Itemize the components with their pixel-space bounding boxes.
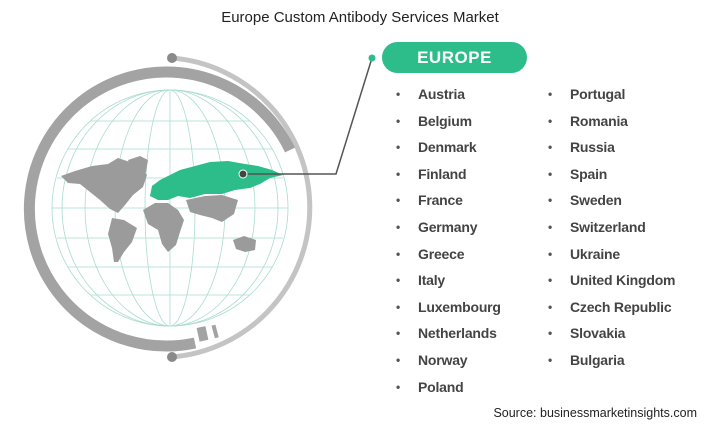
outer-light-arc	[171, 55, 313, 360]
country-list-right: Portugal Romania Russia Spain Sweden Swi…	[548, 84, 675, 377]
list-item: Poland	[396, 377, 501, 404]
country-list-left: Austria Belgium Denmark Finland France G…	[396, 84, 501, 403]
list-item: Denmark	[396, 137, 501, 164]
africa	[143, 203, 184, 252]
callout-dot	[368, 54, 376, 62]
arc-segment	[211, 324, 219, 339]
list-item: Portugal	[548, 84, 675, 111]
arc-end-dot-bottom	[167, 352, 177, 362]
north-america	[61, 158, 147, 213]
page-title: Europe Custom Antibody Services Market	[221, 9, 499, 26]
list-item: Romania	[548, 111, 675, 138]
source-note: Source: businessmarketinsights.com	[493, 406, 697, 420]
list-item: Switzerland	[548, 217, 675, 244]
list-item: Ukraine	[548, 244, 675, 271]
inner-dark-arc	[23, 66, 295, 352]
list-item: Italy	[396, 270, 501, 297]
list-item: Russia	[548, 137, 675, 164]
asia-south	[186, 195, 238, 222]
list-item: Germany	[396, 217, 501, 244]
arc-end-dot-top	[167, 53, 177, 63]
region-badge: EUROPE	[382, 42, 527, 73]
list-item: Finland	[396, 164, 501, 191]
list-item: Bulgaria	[548, 350, 675, 377]
list-item: Greece	[396, 244, 501, 271]
list-item: Luxembourg	[396, 297, 501, 324]
callout-line	[243, 57, 373, 175]
list-item: Spain	[548, 164, 675, 191]
greenland	[128, 156, 148, 175]
australia	[233, 236, 256, 252]
world-map	[61, 156, 256, 262]
arc-segment	[196, 326, 209, 342]
south-america	[108, 218, 137, 262]
list-item: United Kingdom	[548, 270, 675, 297]
list-item: Netherlands	[396, 323, 501, 350]
location-marker	[238, 169, 248, 179]
europe-russia-highlight	[150, 161, 283, 200]
list-item: Czech Republic	[548, 297, 675, 324]
list-item: Belgium	[396, 111, 501, 138]
list-item: Sweden	[548, 190, 675, 217]
list-item: Slovakia	[548, 323, 675, 350]
list-item: Austria	[396, 84, 501, 111]
list-item: France	[396, 190, 501, 217]
list-item: Norway	[396, 350, 501, 377]
